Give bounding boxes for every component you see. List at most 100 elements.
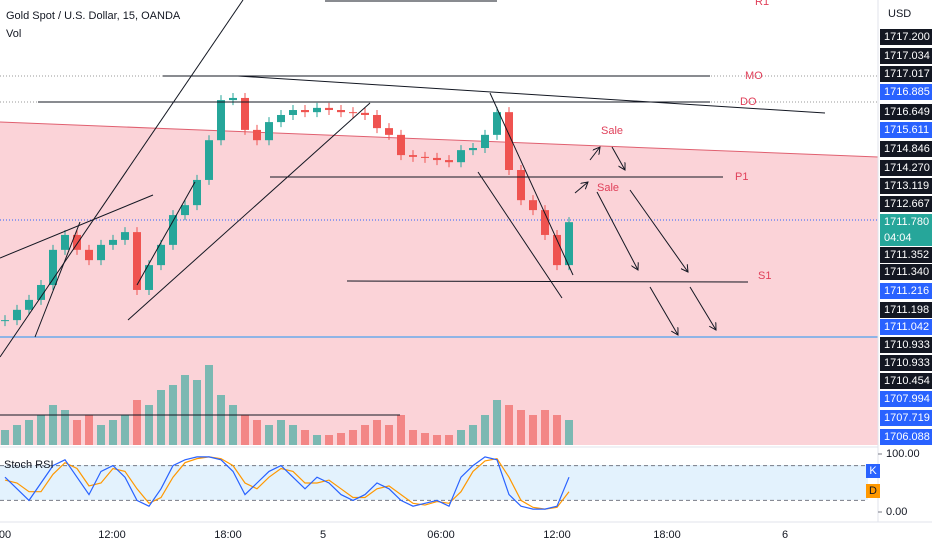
line: [136, 181, 196, 286]
annotation: P1: [735, 171, 748, 183]
volume-bar: [241, 415, 249, 445]
price-label: 1711.198: [884, 304, 929, 316]
price-badge: [880, 29, 932, 45]
candle: [121, 232, 129, 240]
arrow: [574, 182, 588, 194]
volume-bar: [193, 380, 201, 445]
volume-bar: [1, 430, 9, 445]
layout: [0, 0, 932, 523]
candle: [49, 249, 57, 285]
volume-bar: [541, 410, 549, 445]
price-label: 1716.885: [884, 86, 930, 98]
candle: [541, 210, 549, 235]
candle: [265, 122, 273, 141]
volume-bar: [133, 400, 141, 445]
candle: [169, 215, 177, 245]
price-badge: [880, 122, 932, 138]
candle: [181, 205, 189, 216]
candle: [301, 110, 309, 113]
annotation: MO: [745, 70, 763, 82]
volume-bar: [229, 405, 237, 445]
candle: [13, 309, 21, 321]
price-badge: [880, 264, 932, 280]
price-label: 1714.270: [884, 162, 930, 174]
price-label: 1711.216: [884, 285, 929, 297]
k-label: K: [869, 465, 877, 477]
volume-bar: [421, 433, 429, 445]
price-badge: [880, 84, 932, 100]
price-badge: [880, 355, 932, 371]
candle: [349, 112, 357, 114]
time-label: 6: [782, 529, 788, 541]
price-label: 1710.933: [884, 357, 930, 369]
price-badge: [880, 283, 932, 299]
candle: [73, 234, 81, 250]
d-label: D: [869, 485, 877, 497]
candle: [529, 200, 537, 211]
volume-bar: [313, 435, 321, 445]
time-label: 12:00: [543, 529, 571, 541]
candle: [409, 155, 417, 157]
price-label: 1711.042: [884, 321, 929, 333]
k-badge: [866, 464, 880, 478]
volume-bar: [97, 425, 105, 445]
price-badge: [880, 337, 932, 353]
volume-bar: [373, 420, 381, 445]
volume-bar: [457, 430, 465, 445]
candle: [229, 97, 237, 101]
title: Gold Spot / U.S. Dollar, 15, OANDA: [6, 10, 181, 22]
price-badge: [880, 66, 932, 82]
line: [346, 280, 749, 283]
volume-bar: [565, 420, 573, 445]
line: [0, 194, 154, 259]
d-badge: [866, 484, 880, 498]
arrow: [649, 286, 678, 335]
volume-bar: [109, 420, 117, 445]
candle: [61, 234, 69, 250]
volume-bar: [277, 420, 285, 445]
volume-bar: [73, 420, 81, 445]
volume-bar: [157, 390, 165, 445]
price-badge: [880, 302, 932, 318]
volume-bar: [385, 425, 393, 445]
volume-bar: [397, 415, 405, 445]
price-label: 1710.454: [884, 375, 930, 387]
time-label: 5: [320, 529, 326, 541]
price-label: 1707.719: [884, 412, 930, 424]
price-badge: [880, 141, 932, 157]
annotation: DO: [740, 96, 757, 108]
line: [489, 92, 574, 276]
volume-bar: [493, 400, 501, 445]
time-label: 00: [0, 529, 11, 541]
volume-bar: [181, 375, 189, 445]
countdown: 04:04: [884, 232, 912, 244]
volume-bar: [529, 415, 537, 445]
stoch-d: [4, 456, 570, 510]
candle: [469, 147, 477, 151]
volume-bar: [217, 395, 225, 445]
price-label: 1717.200: [884, 31, 930, 43]
price-badge: [880, 429, 932, 445]
arrow: [611, 146, 625, 170]
candle: [385, 128, 393, 135]
volume-bar: [409, 430, 417, 445]
price-badge: [880, 160, 932, 176]
candle: [157, 244, 165, 266]
candle: [517, 170, 525, 201]
candle: [37, 284, 45, 300]
y-tick-label: 100.00: [886, 448, 920, 460]
candle: [241, 97, 249, 130]
arrow: [596, 191, 638, 270]
volume-bar: [205, 365, 213, 445]
price-label: 1714.846: [884, 143, 930, 155]
volume-label: Vol: [6, 28, 21, 40]
line: [237, 75, 826, 114]
volume-bar: [37, 415, 45, 445]
volume-bar: [349, 430, 357, 445]
annotation: Sale: [601, 125, 623, 137]
candle: [253, 129, 261, 141]
stoch-label: Stoch RSI: [4, 459, 54, 471]
volume-bar: [85, 415, 93, 445]
candle: [289, 110, 297, 115]
